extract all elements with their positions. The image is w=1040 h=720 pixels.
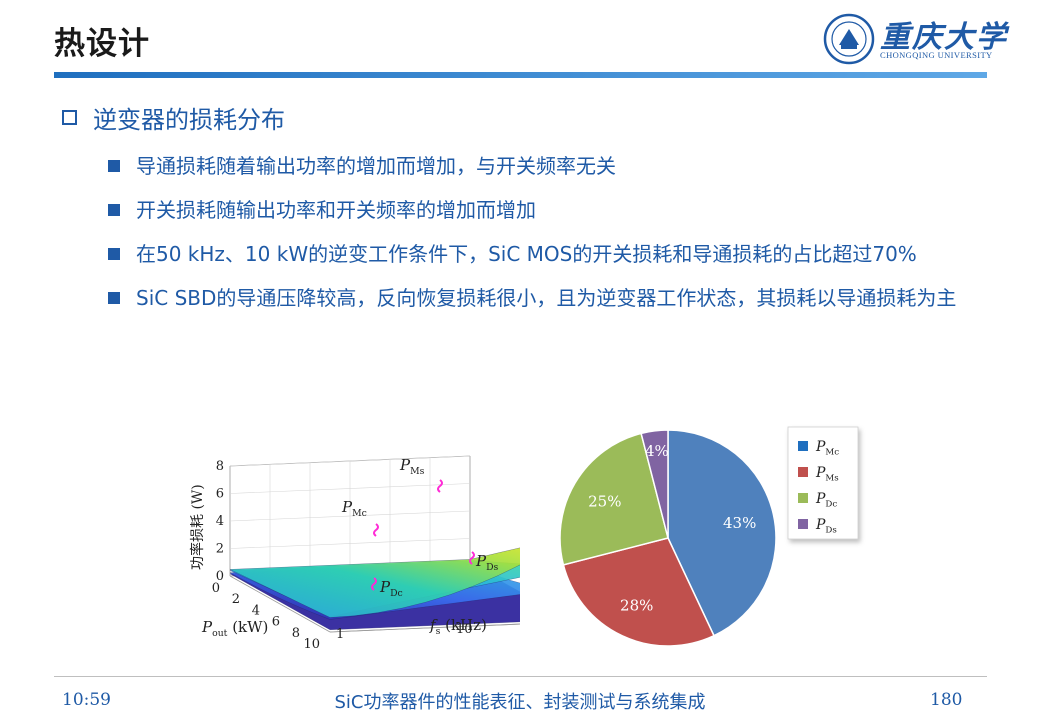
university-name-cn: 重庆大学 [880, 20, 1008, 55]
legend-swatch [798, 441, 808, 451]
surface-label-main: P [475, 552, 487, 570]
x-tick-label: 10 [303, 637, 320, 650]
x-tick-label: 8 [292, 626, 300, 641]
surface-label-sub: Ds [486, 562, 498, 573]
z-tick-label: 2 [216, 542, 224, 557]
pie-data-label: 43% [723, 514, 756, 532]
legend-swatch [798, 467, 808, 477]
bullet-item: 导通损耗随着输出功率的增加而增加，与开关频率无关 [108, 145, 998, 187]
legend-label: PDc [815, 491, 837, 510]
squiggle-marker [371, 577, 377, 591]
surface-label: PDc [379, 578, 403, 599]
legend-label-sub: Mc [825, 448, 839, 458]
pie-data-label: 25% [588, 493, 621, 511]
x-tick-label: 4 [252, 603, 260, 618]
z-tick-label: 4 [216, 514, 224, 529]
bullet-item: 开关损耗随输出功率和开关频率的增加而增加 [108, 189, 998, 231]
pie-slice [640, 429, 669, 539]
bullet-text: 开关损耗随输出功率和开关频率的增加而增加 [136, 198, 536, 222]
section-heading-text: 逆变器的损耗分布 [93, 106, 285, 134]
square-bullet-icon [108, 160, 120, 172]
square-bullet-icon [108, 204, 120, 216]
bullet-text: SiC SBD的导通压降较高，反向恢复损耗很小，且为逆变器工作状态，其损耗以导通… [136, 286, 957, 310]
pie-data-label: 4% [645, 442, 669, 460]
x-axis-label: Pout (kW) [201, 618, 268, 639]
bullet-text: 导通损耗随着输出功率的增加而增加，与开关频率无关 [136, 154, 616, 178]
axes-box [229, 455, 520, 633]
bullet-text: 在50 kHz、10 kW的逆变工作条件下，SiC MOS的开关损耗和导通损耗的… [136, 242, 917, 266]
legend-label-sub: Dc [825, 500, 837, 510]
z-tick-label: 0 [216, 569, 224, 584]
y-axis-label-sub: s [436, 626, 441, 637]
axis-edge [329, 623, 520, 633]
legend-label-main: P [815, 465, 826, 481]
footer-course-title: SiC功率器件的性能表征、封装测试与系统集成 [334, 692, 706, 713]
pie-slice [559, 432, 669, 566]
x-tick-label: 2 [232, 592, 240, 607]
y-axis-label: fs (kHz) [429, 616, 487, 637]
checkbox-bullet-icon [62, 110, 77, 125]
surface-label: PMc [341, 498, 367, 519]
z-tick-label: 6 [216, 487, 224, 502]
surface-label-main: P [341, 498, 353, 516]
x-axis-unit: (kW) [227, 618, 268, 636]
surface-chart: 024680246810110100 功率损耗 (W)Pout (kW)fs (… [189, 455, 520, 650]
legend-label: PMs [815, 465, 839, 484]
square-bullet-icon [108, 248, 120, 260]
pie-data-label: 28% [620, 596, 653, 614]
title-rule [54, 72, 987, 78]
y-tick-label: 1 [336, 627, 344, 642]
z-axis-label: 功率损耗 (W) [189, 484, 206, 570]
pie-slice [562, 537, 715, 647]
pie-slices: 43% 28% 25% 4% [559, 429, 777, 647]
surface-label-sub: Ms [410, 466, 425, 477]
square-bullet-icon [108, 292, 120, 304]
section-heading: 逆变器的损耗分布 [62, 100, 285, 135]
legend-label-main: P [815, 491, 826, 507]
y-tick-label: 10 [456, 622, 473, 637]
page-title: 热设计 [54, 26, 150, 62]
x-axis-label-sub: out [212, 628, 228, 639]
z-tick-label: 8 [216, 459, 224, 474]
bullet-list: 导通损耗随着输出功率的增加而增加，与开关频率无关 开关损耗随输出功率和开关频率的… [108, 145, 998, 321]
squiggle-marker [437, 479, 443, 493]
surface-label-sub: Mc [352, 508, 367, 519]
x-tick-label: 0 [212, 581, 220, 596]
y-axis-unit: (kHz) [440, 616, 487, 634]
university-name-en: CHONGQING UNIVERSITY [880, 50, 993, 60]
legend-label: PMc [815, 439, 839, 458]
legend-swatch [798, 519, 808, 529]
y-axis-label-main: f [429, 616, 438, 634]
footer-page-number: 180 [930, 690, 963, 710]
footer-rule [54, 676, 987, 677]
bullet-item: SiC SBD的导通压降较高，反向恢复损耗很小，且为逆变器工作状态，其损耗以导通… [108, 277, 998, 319]
x-tick-label: 6 [272, 615, 280, 630]
pie-slice [667, 429, 777, 637]
legend-swatch [798, 493, 808, 503]
bullet-item: 在50 kHz、10 kW的逆变工作条件下，SiC MOS的开关损耗和导通损耗的… [108, 233, 998, 275]
legend-label: PDs [815, 517, 837, 536]
axis-edge [229, 575, 331, 633]
surface-label-sub: Dc [390, 588, 403, 599]
legend-label-sub: Ms [825, 474, 838, 484]
university-seal-icon [823, 13, 875, 65]
surface-label-main: P [399, 456, 411, 474]
surface-label-main: P [379, 578, 391, 596]
squiggle-marker [373, 523, 379, 537]
surface-label: PDs [475, 552, 499, 573]
tick-layer: 024680246810110100 [212, 459, 473, 650]
legend-label-sub: Ds [825, 526, 836, 536]
squiggle-marker [469, 551, 475, 565]
x-axis-label-main: P [201, 618, 213, 636]
surface-label: PMs [399, 456, 425, 477]
legend-label-main: P [815, 439, 826, 455]
legend-label-main: P [815, 517, 826, 533]
footer-time: 10:59 [62, 690, 111, 710]
